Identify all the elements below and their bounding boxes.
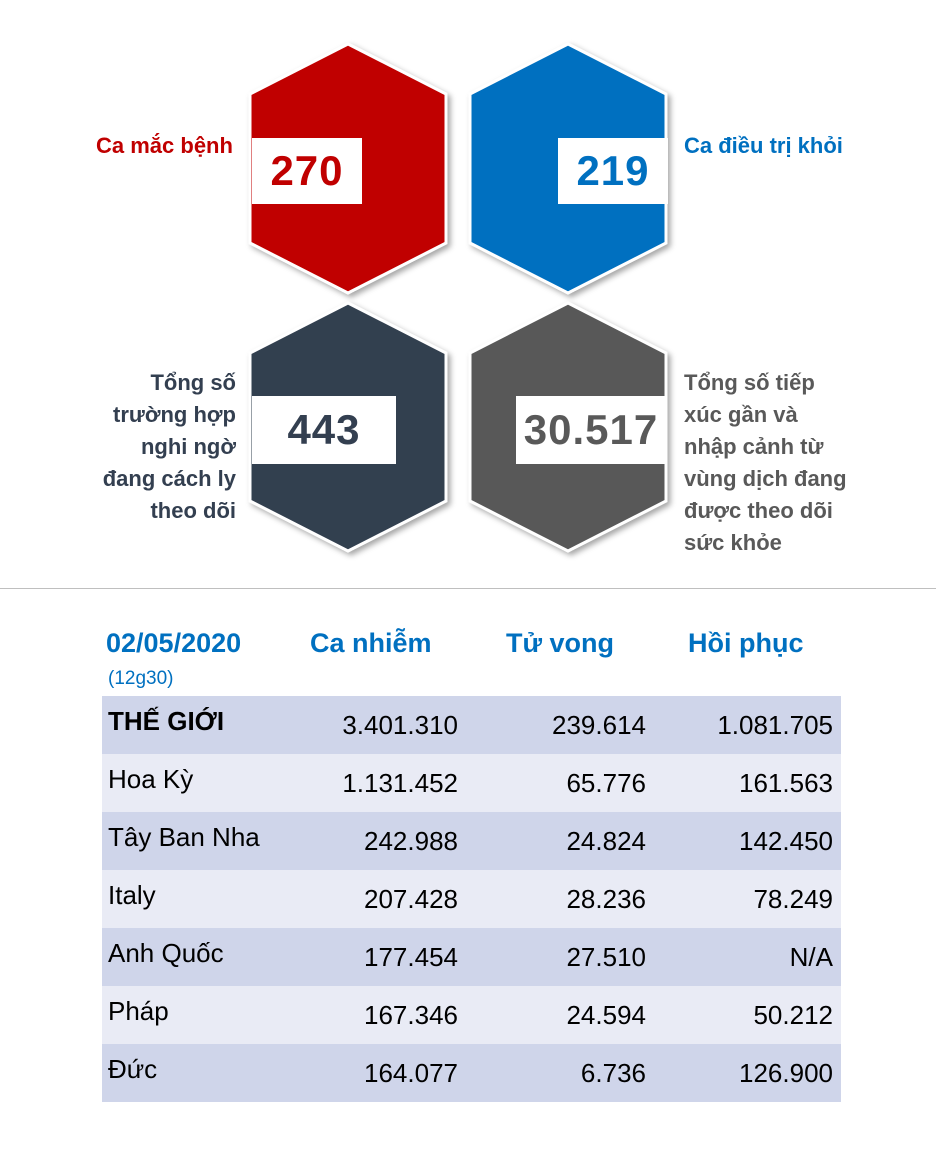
recovered-cell: 161.563 — [739, 768, 833, 798]
monitored-label-line: vùng dịch đang — [684, 466, 847, 491]
header-cases: Ca nhiễm — [310, 628, 432, 658]
cases-cell: 164.077 — [364, 1058, 458, 1088]
monitored-value: 30.517 — [516, 396, 666, 464]
table-row: Pháp 167.346 24.594 50.212 — [102, 986, 841, 1044]
table-row: Anh Quốc 177.454 27.510 N/A — [102, 928, 841, 986]
country-name: Hoa Kỳ — [108, 764, 194, 794]
table-date: 02/05/2020 — [106, 628, 242, 658]
table-row: Tây Ban Nha 242.988 24.824 142.450 — [102, 812, 841, 870]
recovered-cell: 142.450 — [739, 826, 833, 856]
cases-cell: 1.131.452 — [342, 768, 458, 798]
table-row: THẾ GIỚI 3.401.310 239.614 1.081.705 — [102, 696, 841, 754]
quarantine-label-line: theo dõi — [150, 498, 236, 523]
table-row: Hoa Kỳ 1.131.452 65.776 161.563 — [102, 754, 841, 812]
deaths-cell: 28.236 — [566, 884, 646, 914]
recovered-label: Ca điều trị khỏi — [684, 133, 843, 158]
quarantine-label: Tổng số trường hợp nghi ngờ đang cách ly… — [103, 367, 236, 527]
country-name: Đức — [108, 1054, 158, 1084]
quarantine-label-line: Tổng số — [150, 370, 236, 395]
table-time: (12g30) — [108, 668, 174, 689]
recovered-cell: 78.249 — [753, 884, 833, 914]
deaths-cell: 27.510 — [566, 942, 646, 972]
monitored-label-line: xúc gần và — [684, 402, 798, 427]
recovered-value: 219 — [558, 138, 668, 204]
cases-cell: 207.428 — [364, 884, 458, 914]
recovered-cell: 126.900 — [739, 1058, 833, 1088]
monitored-label-line: sức khỏe — [684, 530, 782, 555]
table-row: Đức 164.077 6.736 126.900 — [102, 1044, 841, 1102]
country-name: Anh Quốc — [108, 938, 224, 968]
country-name: Tây Ban Nha — [108, 822, 260, 852]
quarantine-value: 443 — [252, 396, 396, 464]
monitored-label-line: Tổng số tiếp — [684, 370, 815, 395]
cases-cell: 167.346 — [364, 1000, 458, 1030]
deaths-cell: 24.594 — [566, 1000, 646, 1030]
quarantine-label-line: trường hợp — [113, 402, 236, 427]
infected-value: 270 — [252, 138, 362, 204]
cases-cell: 242.988 — [364, 826, 458, 856]
cases-cell: 3.401.310 — [342, 710, 458, 740]
quarantine-label-line: nghi ngờ — [140, 434, 236, 459]
monitored-label: Tổng số tiếp xúc gần và nhập cảnh từ vùn… — [684, 367, 847, 559]
deaths-cell: 24.824 — [566, 826, 646, 856]
country-name: Pháp — [108, 996, 169, 1026]
recovered-cell: 50.212 — [753, 1000, 833, 1030]
header-recovered: Hồi phục — [688, 628, 804, 658]
country-name: THẾ GIỚI — [108, 706, 225, 736]
monitored-label-line: nhập cảnh từ — [684, 434, 824, 459]
country-name: Italy — [108, 880, 156, 910]
deaths-cell: 239.614 — [552, 710, 646, 740]
recovered-cell: 1.081.705 — [717, 710, 833, 740]
recovered-cell: N/A — [789, 942, 833, 972]
header-deaths: Tử vong — [506, 628, 615, 658]
table-row: Italy 207.428 28.236 78.249 — [102, 870, 841, 928]
section-divider — [0, 588, 936, 589]
quarantine-label-line: đang cách ly — [102, 466, 236, 491]
deaths-cell: 6.736 — [580, 1058, 646, 1088]
deaths-cell: 65.776 — [566, 768, 646, 798]
infected-label: Ca mắc bệnh — [96, 133, 233, 158]
monitored-label-line: được theo dõi — [684, 498, 833, 523]
cases-cell: 177.454 — [364, 942, 458, 972]
